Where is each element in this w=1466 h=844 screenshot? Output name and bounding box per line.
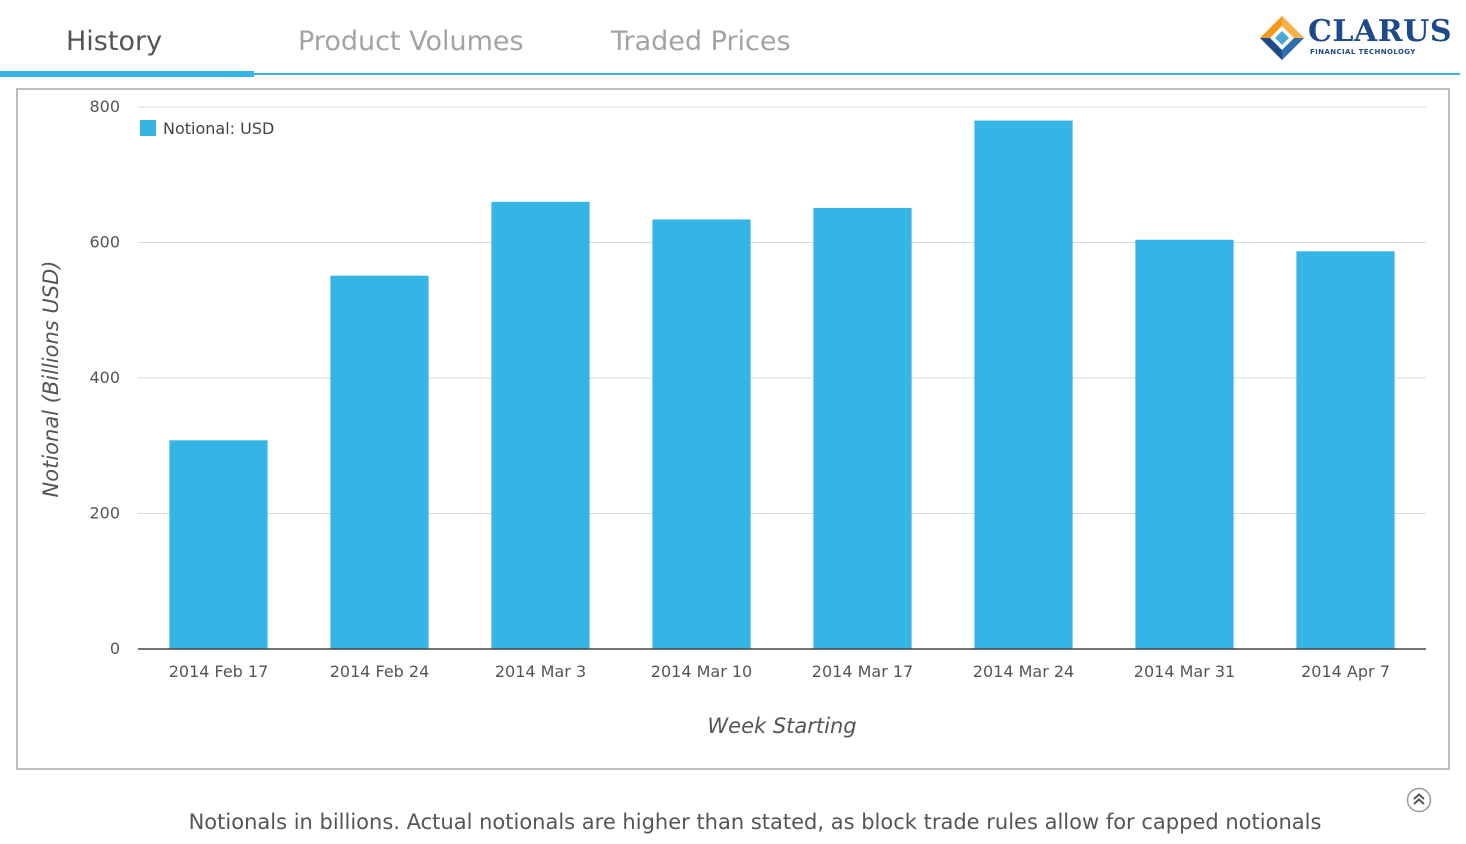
x-axis-title: Week Starting [707,714,856,738]
double-chevron-up-icon [1406,787,1432,813]
tab-history[interactable]: History [66,26,163,57]
footnote: Notionals in billions. Actual notionals … [188,810,1322,834]
tab-underline [0,73,1460,75]
logo-diamond-icon [1260,16,1304,60]
legend-label: Notional: USD [163,119,274,138]
x-tick-label: 2014 Mar 17 [812,662,913,681]
tab-bar: History Product Volumes Traded Prices [0,0,1460,78]
x-tick-label: 2014 Apr 7 [1301,662,1390,681]
tab-traded-prices[interactable]: Traded Prices [611,26,791,57]
x-tick-label: 2014 Mar 3 [495,662,586,681]
clarus-logo[interactable]: CLARUS FINANCIAL TECHNOLOGY [1258,10,1452,66]
y-axis-title: Notional (Billions USD) [39,261,63,498]
logo-wordmark: CLARUS [1308,14,1453,49]
y-tick-label: 400 [89,368,120,387]
bar [974,120,1073,650]
y-tick-label: 200 [89,504,120,523]
tab-product-volumes[interactable]: Product Volumes [298,26,524,57]
scroll-top-button[interactable] [1406,787,1432,813]
x-tick-label: 2014 Mar 10 [651,662,752,681]
x-tick-label: 2014 Mar 24 [973,662,1074,681]
x-tick-label: 2014 Feb 17 [169,662,269,681]
y-tick-label: 0 [110,639,120,658]
y-tick-label: 800 [89,97,120,116]
active-tab-indicator [0,71,254,77]
chart-panel: 0 200 400 600 800 2014 Feb 17 2014 Feb 24 2014 … [16,88,1450,770]
bar [330,275,429,649]
x-tick-label: 2014 Feb 24 [330,662,430,681]
bar [491,201,590,649]
bar [813,207,912,649]
bar [1296,251,1395,649]
bar-chart: 0 200 400 600 800 2014 Feb 17 2014 Feb 24 2014 … [39,97,1426,738]
bar [1135,239,1234,650]
bar [169,440,268,649]
x-tick-label: 2014 Mar 31 [1134,662,1235,681]
y-tick-label: 600 [89,233,120,252]
bar [652,219,751,649]
logo-tagline: FINANCIAL TECHNOLOGY [1310,48,1416,56]
legend-swatch [140,120,156,136]
